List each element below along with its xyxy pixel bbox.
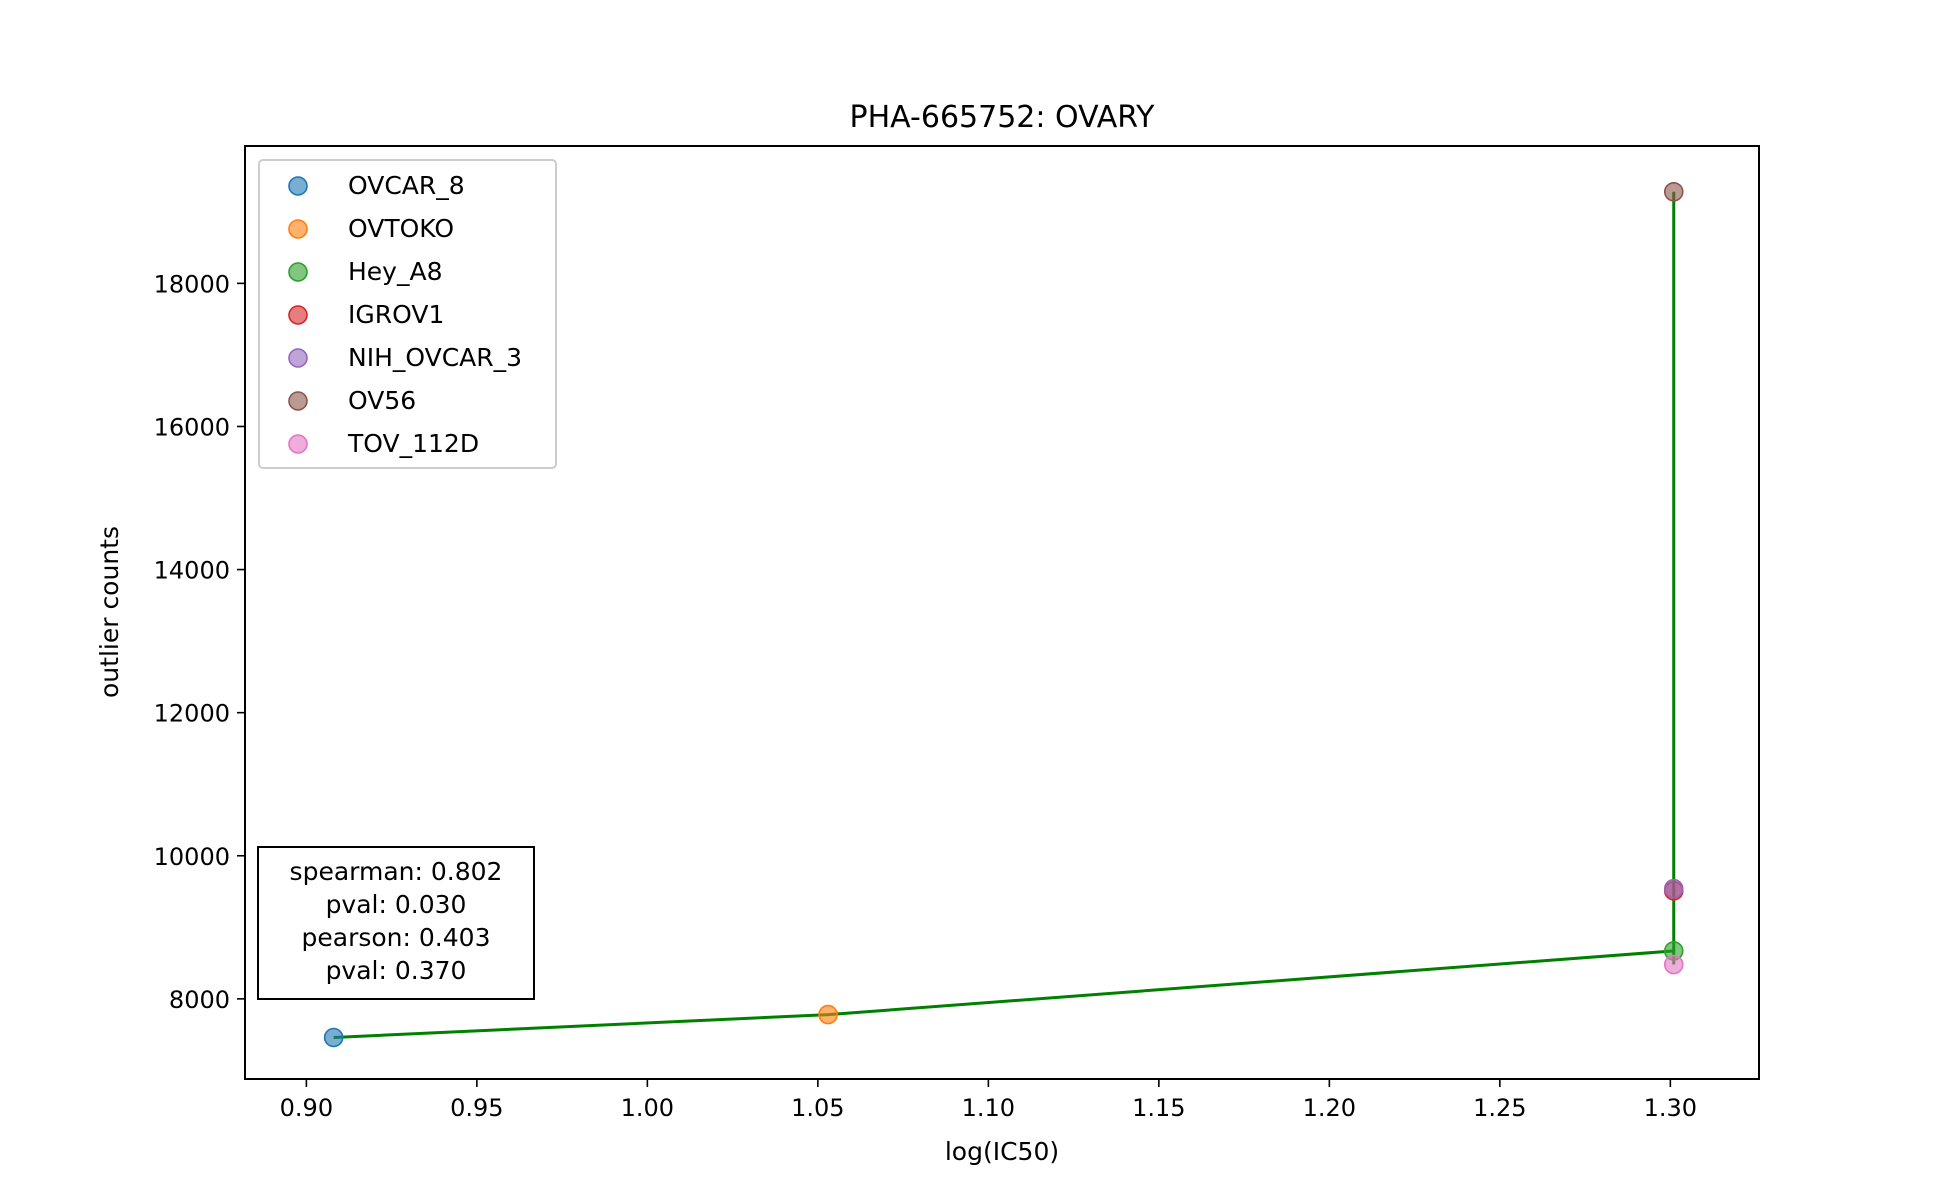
x-tick-label: 1.00 xyxy=(621,1094,674,1122)
x-tick-label: 1.30 xyxy=(1644,1094,1697,1122)
y-tick-label: 14000 xyxy=(154,557,230,585)
legend-marker xyxy=(288,348,308,368)
y-axis-ticks: 8000 10000 12000 14000 16000 18000 xyxy=(154,270,245,1014)
x-tick-label: 0.90 xyxy=(280,1094,333,1122)
point-ovcar-8 xyxy=(323,1027,344,1048)
y-tick-label: 12000 xyxy=(154,700,230,728)
legend-items: OVCAR_8 OVTOKO Hey_A8 IGROV1 NIH_OVCAR_3 OV56… xyxy=(288,171,522,458)
legend-label: OV56 xyxy=(348,386,416,415)
stats-spearman: spearman: 0.802 xyxy=(290,857,503,886)
legend-marker xyxy=(288,176,308,196)
x-axis-label: log(IC50) xyxy=(945,1137,1059,1166)
x-tick-label: 0.95 xyxy=(450,1094,503,1122)
legend-label: OVCAR_8 xyxy=(348,171,465,200)
legend: OVCAR_8 OVTOKO Hey_A8 IGROV1 NIH_OVCAR_3 OV56… xyxy=(258,159,557,469)
legend-label: NIH_OVCAR_3 xyxy=(348,343,522,372)
y-tick-label: 8000 xyxy=(169,986,230,1014)
legend-label: IGROV1 xyxy=(348,300,444,329)
x-tick-label: 1.10 xyxy=(962,1094,1015,1122)
legend-frame xyxy=(258,159,557,469)
stats-pearson: pearson: 0.403 xyxy=(302,923,491,952)
point-ov56 xyxy=(1663,181,1684,202)
x-tick-label: 1.25 xyxy=(1473,1094,1526,1122)
point-nih-ovcar-3 xyxy=(1663,878,1684,899)
x-tick-label: 1.15 xyxy=(1132,1094,1185,1122)
x-tick-label: 1.05 xyxy=(791,1094,844,1122)
stats-box: spearman: 0.802 pval: 0.030 pearson: 0.4… xyxy=(257,846,535,1000)
legend-marker xyxy=(288,391,308,411)
x-tick-label: 1.20 xyxy=(1303,1094,1356,1122)
stats-pearson-pval: pval: 0.370 xyxy=(326,956,467,985)
stats-frame xyxy=(257,846,535,1000)
legend-marker xyxy=(288,434,308,454)
legend-label: OVTOKO xyxy=(348,214,454,243)
y-axis-label: outlier counts xyxy=(95,526,124,698)
y-tick-label: 10000 xyxy=(154,843,230,871)
y-tick-label: 18000 xyxy=(154,270,230,298)
legend-marker xyxy=(288,305,308,325)
y-tick-label: 16000 xyxy=(154,413,230,441)
plot-area-frame xyxy=(244,145,1760,1080)
stats-spearman-pval: pval: 0.030 xyxy=(326,890,467,919)
legend-marker xyxy=(288,219,308,239)
points-layer xyxy=(323,181,1684,1048)
legend-label: Hey_A8 xyxy=(348,257,442,286)
chart-title: PHA-665752: OVARY xyxy=(850,100,1156,135)
point-ovtoko xyxy=(818,1004,838,1025)
legend-label: TOV_112D xyxy=(347,429,479,458)
legend-marker xyxy=(288,262,308,282)
x-axis-ticks: 0.90 0.95 1.00 1.05 1.10 1.15 1.20 1.25 1.30 xyxy=(280,1079,1697,1122)
point-tov-112d xyxy=(1663,954,1684,975)
